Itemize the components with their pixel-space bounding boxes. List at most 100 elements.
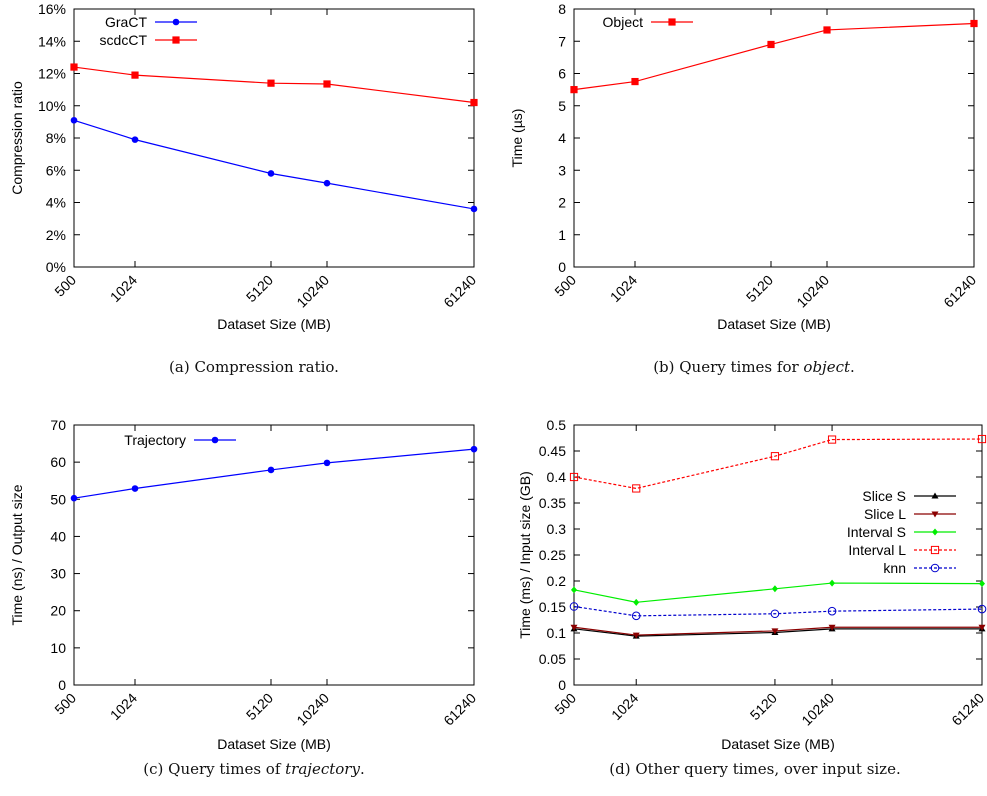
x-axis-ticks: 500 1024 5120 10240 61240 [51, 9, 479, 311]
x-tick-label: 1024 [107, 690, 140, 723]
y-tick-label: 3 [558, 162, 566, 178]
data-point-object [970, 19, 978, 28]
y-axis-title: Time (ns) / Output size [9, 484, 25, 625]
legend: Object [603, 14, 693, 30]
y-axis-title: Time (ms) / Input size (GB) [517, 471, 533, 639]
legend-label-slice-s: Slice S [862, 488, 906, 504]
y-tick-label: 16% [38, 1, 66, 17]
plot-area: 0 1 2 3 4 5 6 7 8 500 1024 5120 10240 61240 Object [551, 1, 979, 311]
y-tick-label: 0 [558, 677, 566, 693]
x-tick-label: 10240 [793, 272, 832, 311]
data-point-slice-l [828, 624, 836, 631]
legend: Slice S Slice L Interval S Interval L knn [847, 488, 956, 576]
legend-label-gract: GraCT [105, 14, 147, 30]
x-tick-label: 5120 [243, 690, 276, 723]
y-axis-ticks: 0 0.05 0.1 0.15 0.2 0.25 0.3 0.35 0.4 0.45 0.5 [539, 417, 982, 693]
data-point-object [823, 26, 831, 34]
data-point-gract [323, 179, 331, 187]
legend-label-interval-l: Interval L [848, 542, 906, 558]
series-line-interval-s [573, 582, 983, 603]
x-tick-label: 10240 [798, 690, 837, 729]
data-point-knn [770, 609, 780, 619]
data-point-interval-l [770, 452, 780, 461]
x-axis-title: Dataset Size (MB) [717, 316, 831, 332]
x-axis-title: Dataset Size (MB) [217, 736, 331, 752]
y-tick-label: 30 [50, 566, 66, 582]
caption: (c) Query times of trajectory. [143, 760, 364, 778]
y-axis-ticks: 0 1 2 3 4 5 6 7 8 [558, 1, 974, 275]
data-point-scdcct [70, 63, 78, 71]
x-tick-label: 61240 [940, 272, 979, 311]
y-tick-label: 40 [50, 528, 66, 544]
y-tick-label: 0.25 [539, 547, 566, 563]
data-point-interval-l [827, 435, 837, 444]
legend: GraCT scdcCT [100, 14, 197, 48]
legend-marker-scdcct [172, 36, 180, 44]
legend-label-scdcct: scdcCT [100, 32, 148, 48]
legend-marker-trajectory [211, 436, 219, 444]
series-line-gract [73, 119, 475, 210]
y-tick-label: 0.5 [547, 417, 567, 433]
data-point-scdcct [267, 79, 275, 87]
y-tick-label: 0.2 [547, 573, 567, 589]
x-tick-label: 1024 [107, 272, 140, 305]
y-tick-label: 14% [38, 33, 66, 49]
chart-compression-ratio: 0% 2% 4% 6% 8% 10% 12% 14% 16% 500 1024 5120 10240 6… [9, 1, 479, 376]
data-point-trajectory [323, 459, 331, 467]
legend-label-object: Object [603, 14, 644, 30]
data-point-object [631, 77, 639, 86]
data-point-trajectory [70, 494, 78, 502]
y-tick-label: 0.1 [547, 625, 567, 641]
x-tick-label: 5120 [743, 272, 776, 305]
y-tick-label: 0.4 [547, 469, 567, 485]
y-tick-label: 2 [558, 195, 566, 211]
caption-end: . [850, 358, 855, 376]
series-line-interval-l [573, 438, 983, 490]
legend-label-knn: knn [883, 560, 906, 576]
data-point-knn [569, 602, 579, 611]
data-point-knn [631, 611, 641, 621]
y-tick-label: 0% [46, 259, 66, 275]
y-tick-label: 50 [50, 491, 66, 507]
y-axis-ticks: 0 10 20 30 40 50 60 70 [50, 417, 474, 693]
x-tick-label: 5120 [243, 272, 276, 305]
x-tick-label: 61240 [440, 690, 479, 729]
data-point-interval-s [979, 580, 985, 588]
y-tick-label: 1 [558, 227, 566, 243]
data-point-gract [70, 116, 78, 124]
data-point-interval-s [829, 579, 836, 587]
y-tick-label: 60 [50, 454, 66, 470]
legend-marker-slice-s [931, 492, 939, 499]
data-point-interval-l [632, 484, 641, 493]
x-tick-label: 10240 [293, 690, 332, 729]
legend-marker-object [668, 18, 676, 26]
caption-end: . [360, 760, 365, 778]
x-axis-ticks: 500 1024 5120 10240 61240 [551, 425, 987, 729]
y-tick-label: 6 [558, 66, 566, 82]
y-tick-label: 7 [558, 33, 566, 49]
x-tick-label: 500 [551, 272, 579, 300]
plot-frame [73, 424, 475, 686]
y-tick-label: 0.45 [539, 443, 566, 459]
legend-label-interval-s: Interval S [847, 524, 906, 540]
y-tick-label: 8 [558, 1, 566, 17]
y-tick-label: 20 [50, 603, 66, 619]
data-point-knn [827, 606, 837, 616]
y-tick-label: 0.15 [539, 599, 566, 615]
y-tick-label: 5 [558, 98, 566, 114]
plot-area: 0 10 20 30 40 50 60 70 500 1024 5120 10240 61240 Tr… [50, 417, 479, 729]
series-layer [570, 19, 978, 94]
y-axis-title: Time (µs) [509, 109, 525, 168]
data-point-object [570, 86, 578, 94]
y-tick-label: 2% [46, 227, 66, 243]
data-point-gract [131, 136, 139, 143]
legend: Trajectory [124, 432, 236, 448]
y-tick-label: 0 [58, 677, 66, 693]
plot-area: 0% 2% 4% 6% 8% 10% 12% 14% 16% 500 1024 5120 10240 6… [38, 1, 479, 311]
plot-area: 0 0.05 0.1 0.15 0.2 0.25 0.3 0.35 0.4 0.45 0.5 500… [539, 417, 987, 729]
y-tick-label: 0.3 [547, 521, 567, 537]
y-tick-label: 0 [558, 259, 566, 275]
y-axis-title: Compression ratio [9, 81, 25, 195]
chart-trajectory-query-times: 0 10 20 30 40 50 60 70 500 1024 5120 10240 61240 Tr… [9, 417, 479, 778]
x-axis-ticks: 500 1024 5120 10240 61240 [551, 9, 979, 311]
